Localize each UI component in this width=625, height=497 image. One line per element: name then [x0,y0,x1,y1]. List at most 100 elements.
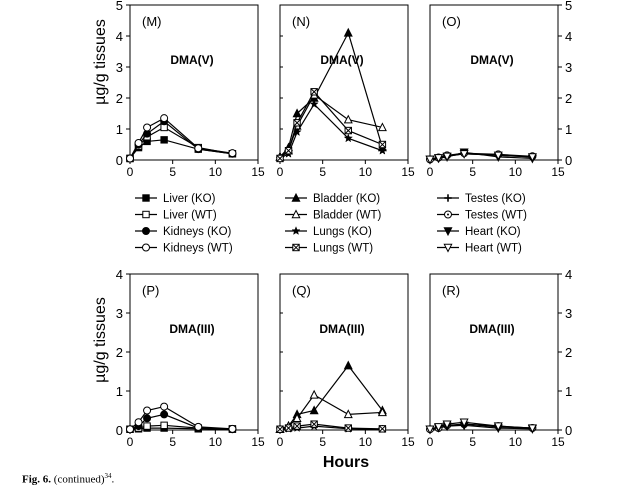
y-tick-label: 3 [565,306,572,321]
data-point [443,227,453,237]
legend-2: Bladder (KO) Bladder (WT) Lungs (KO) Lungs … [285,192,382,255]
legend-entry: Bladder (KO) [285,192,380,205]
panel-label: (P) [142,283,159,298]
plot-frame [429,4,559,161]
panel-label: (O) [442,14,461,29]
legend-entry: Bladder (WT) [285,209,382,222]
data-point [344,126,352,135]
chart-title: DMA(III) [469,322,514,336]
legend-label: Liver (KO) [163,193,216,205]
legend-entry: Kidneys (WT) [135,243,233,255]
series-liver-wt [126,123,237,163]
data-point [292,108,302,118]
panel-label: (M) [142,14,162,29]
y-tick-label: 3 [116,60,123,75]
y-tick-label: 1 [565,384,572,399]
data-point [377,122,387,132]
data-point [343,133,354,143]
legend-label: Kidneys (WT) [163,243,233,255]
x-tick-label: 0 [427,435,434,449]
legend-label: Liver (WT) [163,210,217,222]
series-kidneys-wt [126,114,237,163]
legend-entry: Testes (WT) [437,210,527,222]
data-point [293,422,301,430]
chart-title: DMA(III) [169,322,214,336]
legend-3: Testes (KO) Testes (WT) Heart (KO) Heart (W… [437,193,527,255]
caption-label: Fig. 6. [22,473,52,486]
x-tick-label: 5 [319,165,326,179]
data-point [284,424,293,432]
y-axis-label-bottom: µg/g tissues [92,297,109,383]
legend-entry: Lungs (KO) [285,226,372,238]
figure-caption: Fig. 6. (continued)34. [22,472,114,486]
legend-entry: Liver (KO) [135,193,216,205]
x-tick-label: 5 [319,435,326,449]
y-tick-label: 5 [116,0,123,13]
chart-title: DMA(III) [319,322,364,336]
y-tick-label: 0 [116,153,123,168]
y-tick-label: 0 [565,153,572,168]
data-point [442,420,452,430]
x-axis-label: Hours [323,454,369,471]
data-point [276,425,284,433]
series-heart-wt [425,418,537,435]
data-point [228,424,237,433]
data-point [493,422,503,432]
y-tick-label: 0 [565,423,572,438]
y-tick-label: 1 [116,384,123,399]
chart-panel-q: 0 5 10 15 (Q) DMA(III) [275,273,415,449]
chart-title: DMA(V) [470,53,513,67]
data-point [443,243,453,253]
data-point [527,153,537,162]
y-tick-label: 1 [565,122,572,137]
x-tick-label: 15 [401,435,415,449]
data-point [343,360,353,370]
x-tick-label: 0 [127,435,134,449]
data-point [143,123,152,132]
x-tick-label: 0 [427,165,434,179]
data-point [527,424,537,434]
y-tick-label: 0 [116,423,123,438]
data-point [126,154,134,163]
x-tick-label: 5 [469,435,476,449]
series-kidneys-ko [126,117,237,163]
data-point [291,209,301,219]
data-point [291,192,301,202]
data-point [377,407,387,417]
legend-entry: Testes (KO) [437,193,526,205]
series-lungs-wt [276,88,387,163]
legend-entry: Lungs (WT) [285,243,373,255]
panel-label: (R) [442,283,460,298]
chart-title: DMA(V) [320,53,363,67]
legend-label: Bladder (WT) [313,210,382,222]
y-axis-label-top: µg/g tissues [92,19,109,105]
legend-label: Testes (KO) [465,193,526,205]
data-point [228,149,237,158]
chart-panel-n: 0 5 10 15 (N) DMA(V) [275,4,415,179]
y-tick-label: 3 [565,60,572,75]
caption-reference: 34 [104,472,112,480]
data-point [160,421,168,430]
data-point [134,138,143,147]
series-bladder-wt [275,89,387,161]
y-tick-label: 2 [565,345,572,360]
legend-label: Heart (WT) [465,243,522,255]
data-point [142,210,150,219]
x-tick-label: 5 [169,165,176,179]
data-point [276,154,284,163]
x-tick-label: 15 [401,165,415,179]
data-point [291,226,301,235]
data-point [377,145,388,155]
y-tick-label: 4 [565,29,572,44]
x-tick-label: 15 [251,165,265,179]
data-point [343,114,353,124]
x-tick-label: 10 [509,435,523,449]
series-lungs-wt [276,420,387,433]
data-point [142,227,150,235]
x-tick-label: 5 [169,435,176,449]
data-point [309,389,319,399]
data-point [143,406,152,415]
legend-1: Liver (KO) Liver (WT) Kidneys (KO) Kidneys … [135,193,233,255]
